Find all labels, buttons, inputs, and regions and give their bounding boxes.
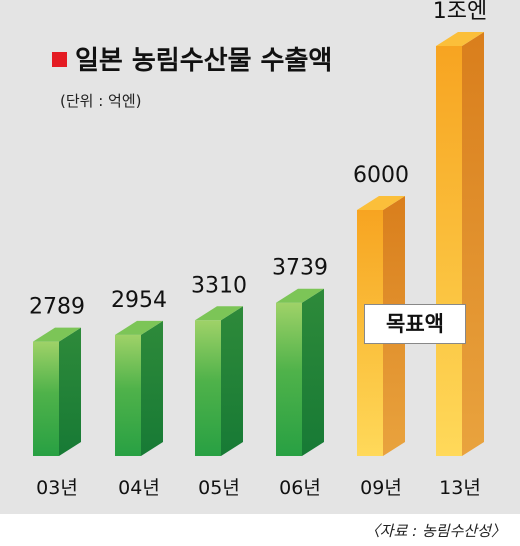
value-label: 2789 [29, 295, 85, 320]
target-label: 목표액 [364, 304, 466, 344]
bar-side [221, 306, 243, 456]
title-marker-icon [52, 52, 67, 67]
bar-top [115, 320, 163, 335]
bar-side [302, 288, 324, 456]
value-label: 3739 [272, 256, 328, 281]
category-label: 05년 [198, 477, 240, 499]
bar-top [195, 306, 243, 321]
bar-top [33, 327, 81, 342]
category-label: 03년 [36, 477, 78, 499]
unit-label: (단위 : 억엔) [60, 92, 142, 110]
value-label: 1조엔 [433, 0, 487, 24]
value-label: 6000 [353, 163, 409, 188]
bar [115, 334, 141, 456]
bar-side [141, 320, 163, 456]
chart-panel [0, 0, 520, 514]
bar-top [357, 196, 405, 210]
bar-top [436, 32, 484, 46]
bar-side [462, 32, 484, 456]
chart-title: 일본 농림수산물 수출액 [52, 40, 332, 77]
category-label: 09년 [360, 477, 402, 499]
bar [33, 341, 59, 456]
source-note: 〈자료 : 농림수산성〉 [364, 522, 506, 540]
category-label: 13년 [439, 477, 481, 499]
bar [276, 302, 302, 456]
category-label: 04년 [118, 477, 160, 499]
bar-chart: 2789 03년 2954 04년 3310 05년 3739 06년 6000 09년 1조엔 13… [29, 0, 487, 499]
bar-top [276, 288, 324, 303]
category-label: 06년 [279, 477, 321, 499]
bar [436, 46, 462, 456]
value-label: 3310 [191, 273, 247, 298]
bar [195, 320, 221, 456]
bar-side [59, 327, 81, 456]
value-label: 2954 [111, 288, 167, 313]
chart-title-text: 일본 농림수산물 수출액 [75, 46, 333, 76]
